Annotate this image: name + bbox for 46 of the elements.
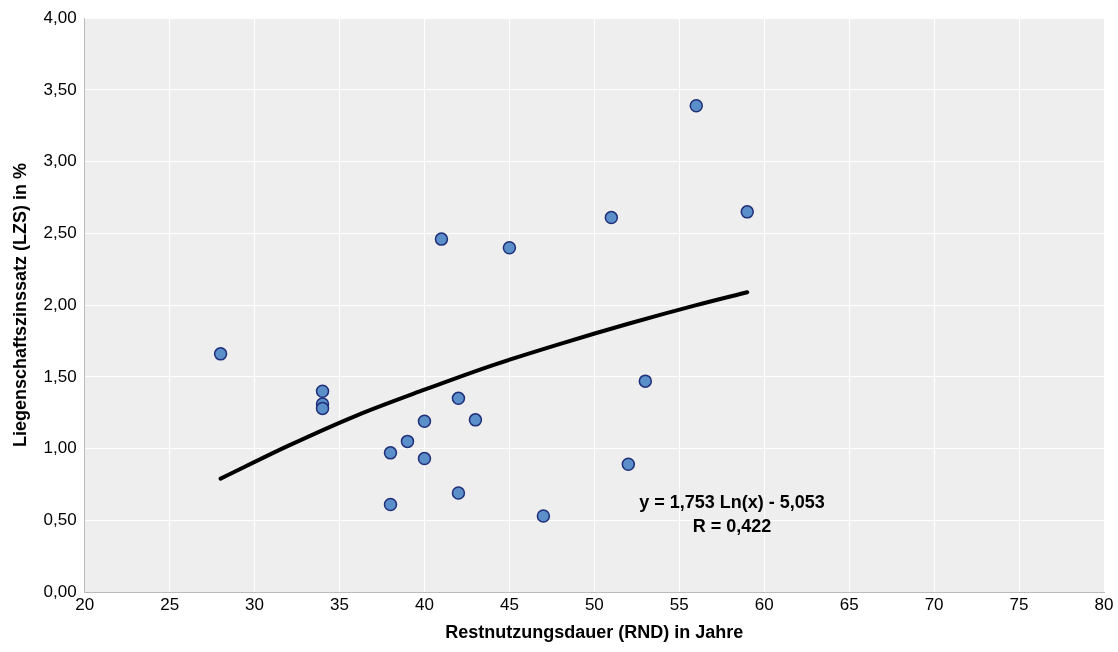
point	[213, 347, 228, 361]
x-tick-label: 65	[839, 594, 859, 614]
x-tick-label: 30	[245, 594, 265, 614]
point	[383, 446, 398, 460]
x-tick-label: 75	[1009, 594, 1029, 614]
y-tick-label: 2,50	[43, 223, 77, 243]
point	[536, 509, 551, 523]
point	[468, 413, 483, 427]
y-tick-label: 1,00	[43, 438, 77, 458]
point	[638, 374, 653, 388]
x-tick-label: 50	[584, 594, 604, 614]
line-series	[218, 290, 750, 481]
annotation: R = 0,422	[692, 516, 772, 537]
x-tick-label: 35	[330, 594, 349, 614]
x-axis-title: Restnutzungsdauer (RND) in Jahre	[445, 622, 744, 643]
x-tick-label: 70	[924, 594, 944, 614]
x-tick-label: 20	[75, 594, 95, 614]
point	[434, 232, 449, 246]
point	[604, 210, 619, 225]
y-tick-label: 0,00	[43, 581, 77, 601]
point	[451, 391, 466, 406]
point	[689, 98, 704, 113]
point	[502, 240, 517, 255]
point	[383, 497, 398, 512]
y-tick-label: 3,50	[43, 79, 77, 99]
y-tick-label: 1,50	[43, 366, 77, 386]
annotation: y = 1,753 Ln(x) - 5,053	[639, 492, 825, 513]
y-tick-label: 2,00	[43, 294, 77, 314]
point	[621, 457, 636, 472]
point	[451, 486, 466, 500]
y-tick-label: 3,00	[43, 151, 77, 171]
x-tick-label: 40	[415, 594, 434, 614]
point	[315, 401, 330, 416]
point	[417, 451, 432, 466]
point	[740, 205, 754, 219]
y-tick-label: 4,00	[43, 7, 77, 27]
x-tick-label: 80	[1094, 594, 1114, 614]
x-tick-label: 60	[754, 594, 774, 614]
y-axis-title: Liegenschaftszinssatz (LZS) in %	[9, 163, 30, 448]
y-tick-label: 0,50	[43, 509, 77, 529]
x-tick-label: 45	[499, 594, 519, 614]
point	[417, 414, 432, 429]
point	[400, 434, 415, 449]
x-tick-label: 55	[669, 594, 689, 614]
point	[315, 384, 330, 398]
x-tick-label: 25	[160, 594, 180, 614]
